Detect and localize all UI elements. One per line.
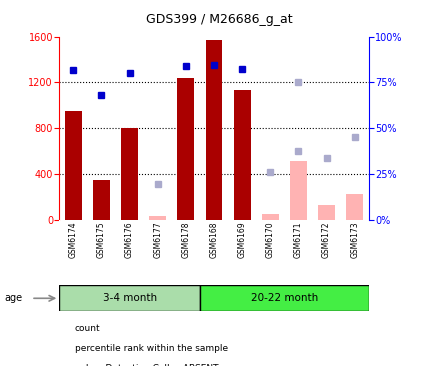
Bar (59, 285, 199, 311)
Text: GSM6168: GSM6168 (209, 221, 218, 258)
Text: GSM6173: GSM6173 (350, 221, 358, 258)
Text: GSM6169: GSM6169 (237, 221, 246, 258)
Bar (93, 180, 110, 220)
Text: GSM6176: GSM6176 (125, 221, 134, 258)
Text: GSM6174: GSM6174 (69, 221, 78, 258)
Text: GDS399 / M26686_g_at: GDS399 / M26686_g_at (146, 13, 292, 26)
Text: GSM6172: GSM6172 (321, 221, 330, 258)
Bar (177, 78, 194, 220)
Bar (121, 128, 138, 220)
Text: 20-22 month: 20-22 month (250, 293, 317, 303)
Text: count: count (74, 324, 100, 333)
Text: GSM6178: GSM6178 (181, 221, 190, 258)
Bar (233, 90, 250, 220)
Bar (149, 216, 166, 220)
Text: age: age (4, 293, 22, 303)
Bar (290, 161, 306, 220)
Bar (346, 194, 362, 220)
Text: GSM6175: GSM6175 (97, 221, 106, 258)
Bar (205, 40, 222, 220)
Text: GSM6177: GSM6177 (153, 221, 162, 258)
Text: 3-4 month: 3-4 month (102, 293, 156, 303)
Text: GSM6170: GSM6170 (265, 221, 274, 258)
Text: GSM6171: GSM6171 (293, 221, 302, 258)
Text: percentile rank within the sample: percentile rank within the sample (74, 344, 227, 353)
Bar (199, 285, 368, 311)
Text: value, Detection Call = ABSENT: value, Detection Call = ABSENT (74, 365, 218, 366)
Bar (318, 205, 334, 220)
Bar (65, 111, 81, 220)
Bar (261, 214, 278, 220)
